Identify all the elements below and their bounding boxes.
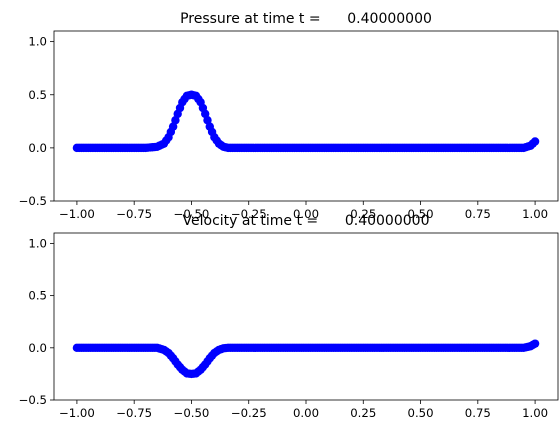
- y-tick-label: 1.0: [28, 35, 47, 49]
- x-tick-label: 0.75: [465, 406, 491, 420]
- x-tick-label: 0.75: [465, 207, 491, 221]
- x-tick-label: −0.75: [116, 406, 152, 420]
- y-tick-label: −0.5: [19, 194, 47, 208]
- x-tick-label: −0.75: [116, 207, 152, 221]
- x-tick-label: 0.00: [293, 207, 319, 221]
- y-tick-label: 1.0: [28, 236, 47, 250]
- x-tick-label: 0.25: [350, 207, 376, 221]
- x-tick-label: −1.00: [59, 207, 95, 221]
- y-tick-label: 0.5: [28, 289, 47, 303]
- chart-title: Velocity at time t = 0.40000000: [183, 213, 430, 229]
- data-series: [72, 90, 540, 153]
- x-tick-label: 1.00: [522, 406, 548, 420]
- y-tick-label: 0.5: [28, 88, 47, 102]
- chart-title: Pressure at time t = 0.40000000: [180, 11, 432, 27]
- y-tick-label: −0.5: [19, 393, 47, 407]
- y-tick-label: 0.0: [28, 341, 47, 355]
- data-series: [72, 339, 540, 379]
- data-point: [530, 137, 540, 146]
- x-tick-label: 0.50: [408, 406, 434, 420]
- x-tick-label: −1.00: [59, 406, 95, 420]
- data-point: [201, 109, 210, 119]
- x-tick-label: −0.50: [174, 207, 210, 221]
- x-tick-label: −0.50: [174, 406, 210, 420]
- panel-velocity: Velocity at time t = 0.40000000 −1.00 −0.7…: [19, 213, 559, 420]
- x-tick-label: 0.50: [408, 207, 434, 221]
- x-tick-label: −0.25: [231, 207, 267, 221]
- x-tick-label: 1.00: [522, 207, 548, 221]
- data-point: [203, 116, 212, 125]
- x-tick-label: 0.25: [350, 406, 376, 420]
- data-point: [171, 116, 180, 125]
- panel-pressure: Pressure at time t = 0.40000000 −1.00 −0.7…: [19, 11, 559, 221]
- data-point: [168, 122, 178, 131]
- x-tick-label: 0.00: [293, 406, 319, 420]
- data-point: [530, 339, 540, 348]
- y-tick-label: 0.0: [28, 141, 47, 155]
- x-tick-label: −0.25: [231, 406, 267, 420]
